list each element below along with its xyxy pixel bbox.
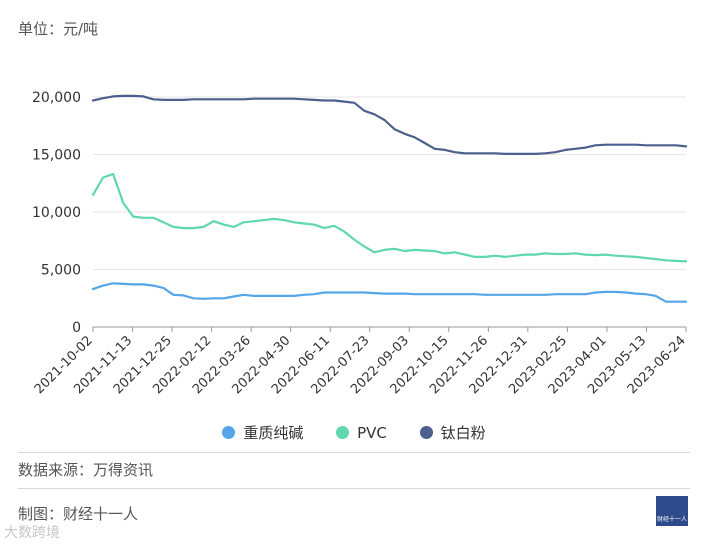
data-source: 数据来源：万得资讯: [18, 461, 154, 479]
legend-label-pvc: PVC: [357, 423, 387, 442]
divider-top: [18, 452, 690, 453]
legend-dot-pvc: [336, 426, 350, 439]
y-tick-label-0: 0: [72, 320, 81, 336]
legend-dot-soda-ash: [222, 426, 236, 439]
legend: 重质纯碱 PVC 钛白粉: [0, 422, 708, 443]
watermark-text: 大数跨境: [4, 525, 60, 541]
legend-label-soda-ash: 重质纯碱: [243, 424, 304, 442]
legend-item-pvc[interactable]: PVC: [336, 424, 387, 442]
series-lines: [91, 94, 688, 303]
chart-maker: 制图：财经十一人: [18, 505, 139, 523]
series-line-2: [91, 94, 688, 155]
y-tick-label-2: 10,000: [32, 205, 81, 221]
logo: 财经十一人: [656, 496, 688, 526]
legend-item-tio2[interactable]: 钛白粉: [419, 422, 486, 443]
line-chart: 05,00010,00015,00020,0002021-10-022021-1…: [32, 90, 689, 397]
series-line-0: [91, 282, 688, 303]
unit-label: 单位：元/吨: [18, 20, 99, 38]
axes: [92, 326, 687, 332]
series-line-1: [91, 172, 688, 263]
grid-lines: [93, 96, 686, 270]
legend-item-soda-ash[interactable]: 重质纯碱: [222, 422, 303, 443]
y-tick-label-3: 15,000: [32, 148, 81, 164]
divider-bottom: [18, 488, 690, 489]
y-tick-label-1: 5,000: [41, 263, 81, 279]
legend-dot-tio2: [419, 426, 433, 439]
legend-label-tio2: 钛白粉: [440, 424, 486, 442]
y-tick-label-4: 20,000: [32, 90, 81, 106]
logo-text: 财经十一人: [656, 516, 687, 523]
